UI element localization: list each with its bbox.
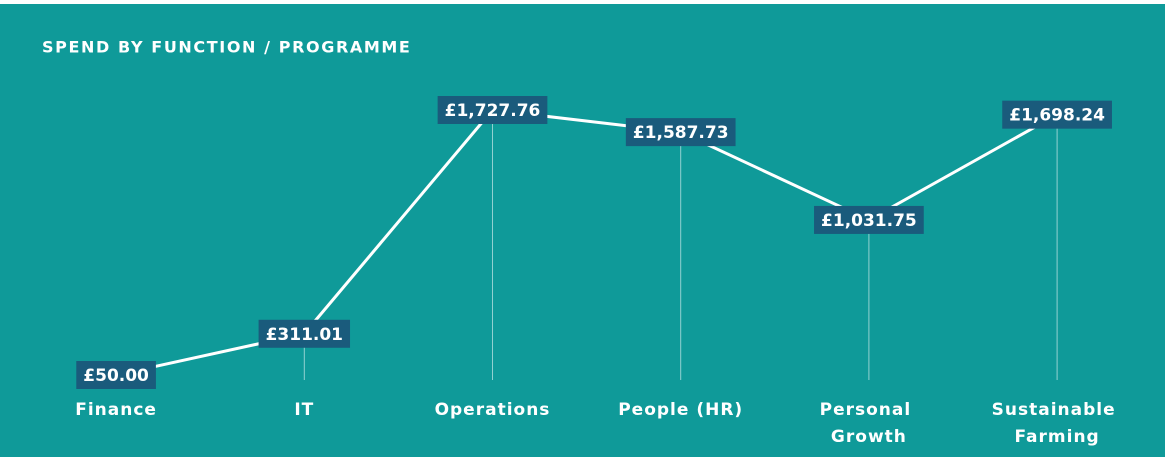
background	[0, 4, 1165, 457]
value-label-group: £1,727.76	[437, 96, 548, 124]
value-label-group: £1,587.73	[625, 118, 736, 147]
value-label-group: £50.00	[76, 361, 156, 389]
value-label: £1,587.73	[633, 123, 729, 143]
value-label-box	[1002, 100, 1112, 129]
value-label-box	[625, 118, 736, 147]
value-label: £1,031.75	[821, 211, 917, 231]
chart-title: SPEND BY FUNCTION / PROGRAMME	[42, 38, 411, 57]
value-label-box	[76, 361, 156, 389]
value-label-group: £1,031.75	[814, 205, 924, 234]
x-tick-label: Finance	[75, 400, 157, 420]
x-tick-label: IT	[294, 400, 314, 420]
value-label-box	[258, 319, 351, 348]
value-label-box	[814, 205, 924, 234]
value-label-group: £311.01	[258, 319, 351, 348]
x-tick-label: People (HR)	[618, 400, 743, 420]
x-tick-label: Personal Growth	[820, 400, 919, 447]
value-label: £1,698.24	[1009, 106, 1105, 126]
value-label: £311.01	[266, 325, 343, 345]
value-label: £50.00	[83, 366, 149, 386]
value-label-group: £1,698.24	[1002, 100, 1112, 129]
x-tick-label: Sustainable Farming	[992, 400, 1123, 447]
value-label: £1,727.76	[445, 101, 541, 121]
x-tick-label: Operations	[435, 400, 551, 420]
value-label-box	[437, 96, 548, 124]
